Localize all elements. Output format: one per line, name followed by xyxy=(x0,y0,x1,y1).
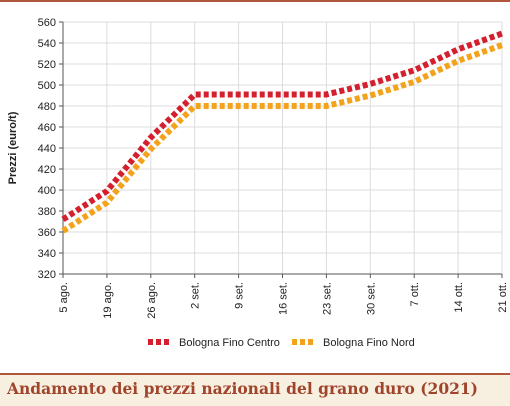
y-tick-label-420: 420 xyxy=(38,164,56,176)
series-line-bologna-fino-centro xyxy=(61,30,504,222)
y-tick-label-440: 440 xyxy=(38,143,56,155)
x-tick-label-9-set: 9 set. xyxy=(234,282,246,309)
y-tick-label-480: 480 xyxy=(38,101,56,113)
y-tick-label-560: 560 xyxy=(38,17,56,29)
chart-grid xyxy=(62,21,503,275)
legend: Bologna Fino Centro Bologna Fino Nord xyxy=(148,337,415,349)
chart-title: Andamento dei prezzi nazionali del grano… xyxy=(7,379,479,398)
y-tick-label-400: 400 xyxy=(38,185,56,197)
chart-svg: 320340360380400420440460480500520540560 … xyxy=(7,17,509,349)
chart-title-bar: Andamento dei prezzi nazionali del grano… xyxy=(0,373,510,406)
y-axis-label: Prezzi (euro/t) xyxy=(7,111,19,184)
x-tick-label-30-set: 30 set. xyxy=(365,282,377,315)
series-lines xyxy=(61,30,504,234)
x-tick-label-2-set: 2 set. xyxy=(190,282,202,309)
x-tick-label-19-ago: 19 ago. xyxy=(102,282,114,319)
y-tick-label-500: 500 xyxy=(38,80,56,92)
x-tick-label-26-ago: 26 ago. xyxy=(146,282,158,319)
x-tick-label-16-set: 16 set. xyxy=(278,282,290,315)
chart: 320 340 360 380 400 420 440 460 480 500 520 540 560 … xyxy=(7,17,509,349)
x-tick-labels: 5 ago. 19 ago. 26 ago. 2 set. 9 set. 16 set. 2… xyxy=(58,274,509,319)
y-tick-label-520: 520 xyxy=(38,59,56,71)
y-tick-label-540: 540 xyxy=(38,38,56,50)
x-tick-label-14-ott: 14 ott. xyxy=(453,282,465,313)
y-tick-label-380: 380 xyxy=(38,206,56,218)
y-tick-label-460: 460 xyxy=(38,122,56,134)
x-tick-label-5-ago: 5 ago. xyxy=(58,282,70,313)
x-tick-label-7-ott: 7 ott. xyxy=(409,282,421,306)
y-tick-label-340: 340 xyxy=(38,248,56,260)
x-tick-label-21-ott: 21 ott. xyxy=(497,282,509,313)
y-tick-label-360: 360 xyxy=(38,227,56,239)
top-rule xyxy=(0,0,510,2)
legend-label-bologna-fino-centro: Bologna Fino Centro xyxy=(179,337,280,349)
y-tick-label-320: 320 xyxy=(38,269,56,281)
x-tick-label-23-set: 23 set. xyxy=(321,282,333,315)
legend-label-bologna-fino-nord: Bologna Fino Nord xyxy=(323,337,415,349)
y-tick-labels: 320 340 360 380 400 420 440 460 480 500 520 540 560 xyxy=(38,17,63,281)
series-line-bologna-fino-nord xyxy=(61,42,504,234)
